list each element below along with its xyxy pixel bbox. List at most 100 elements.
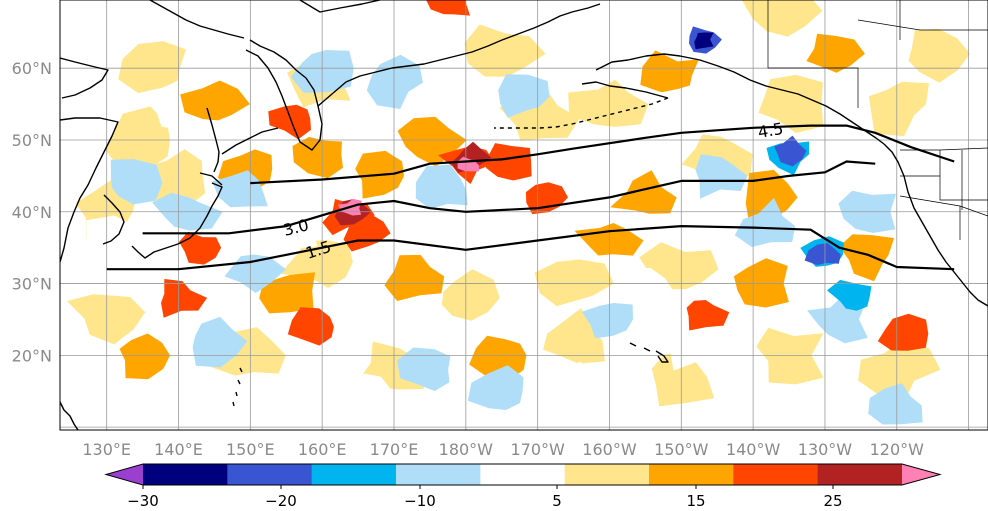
anomaly-patch xyxy=(695,154,748,199)
anomaly-patch xyxy=(610,170,677,214)
colorbar-swatches xyxy=(106,464,940,485)
anomaly-patch xyxy=(839,234,895,282)
anomaly-patch xyxy=(397,347,451,391)
asia-coastline xyxy=(60,57,119,263)
anomaly-patch xyxy=(71,215,146,280)
aleutian-islands xyxy=(494,97,669,129)
kamchatka-coastline xyxy=(245,39,323,151)
latitude-labels: 60°N 50°N 40°N 30°N 20°N xyxy=(12,59,52,365)
anomaly-patch xyxy=(180,80,250,121)
colorbar-tick-label: 5 xyxy=(552,492,562,510)
anomaly-patch xyxy=(161,279,208,318)
colorbar-swatch xyxy=(143,464,228,485)
colorbar-tick-label: 15 xyxy=(686,492,705,510)
longitude-labels: 130°E 140°E 150°E 160°E 170°E 180°W 170°W 160°W… xyxy=(82,440,924,459)
anomaly-patch xyxy=(467,365,524,410)
anomaly-patch xyxy=(110,159,163,205)
anomaly-patch xyxy=(651,350,715,407)
anomaly-patch xyxy=(192,316,248,368)
korea-coastline xyxy=(102,194,125,245)
canada-province-borders xyxy=(857,0,988,40)
north-america-coastline xyxy=(883,143,988,307)
longitude-label: 140°E xyxy=(154,440,203,459)
anomaly-patch xyxy=(741,0,823,37)
colorbar-swatch xyxy=(311,464,397,485)
anomaly-patch xyxy=(534,259,614,307)
latitude-label: 60°N xyxy=(12,59,52,78)
longitude-label: 130°E xyxy=(82,440,131,459)
anomaly-patch xyxy=(384,254,445,301)
anomaly-patch xyxy=(543,308,605,364)
colorbar-min-extend xyxy=(106,464,143,485)
colorbar-swatch xyxy=(227,464,313,485)
anomaly-patch xyxy=(734,197,796,247)
anomaly-patch xyxy=(536,361,605,421)
contour-1.5 xyxy=(106,225,955,271)
longitude-label: 130°W xyxy=(798,440,853,459)
japan-coastline xyxy=(131,172,223,259)
anomaly-patch xyxy=(66,294,146,345)
latitude-label: 20°N xyxy=(12,346,52,365)
colorbar-tick-label: 25 xyxy=(823,492,842,510)
latitude-label: 30°N xyxy=(12,275,52,294)
sakhalin-kurils xyxy=(206,107,279,173)
hawaii-islands xyxy=(629,342,669,363)
longitude-label: 170°W xyxy=(510,440,565,459)
anomaly-field xyxy=(66,0,976,425)
anomaly-patch xyxy=(212,170,268,208)
anomaly-patch xyxy=(252,198,318,252)
longitude-label: 140°W xyxy=(726,440,781,459)
anomaly-patch xyxy=(909,157,976,200)
anomaly-patch xyxy=(179,231,222,265)
colorbar-swatch xyxy=(817,464,903,485)
contour-4.5 xyxy=(250,124,955,185)
political-borders xyxy=(767,0,988,240)
alaska-canada-border xyxy=(767,0,859,108)
colorbar-max-extend xyxy=(902,464,940,485)
anomaly-patch xyxy=(568,79,649,127)
anomaly-patch xyxy=(574,223,644,256)
alaska-coastline xyxy=(581,53,885,145)
anomaly-patch xyxy=(146,149,206,208)
anomaly-patch xyxy=(804,243,841,265)
anomaly-patch xyxy=(498,74,550,118)
longitude-label: 180°W xyxy=(439,440,494,459)
anomaly-patch xyxy=(426,0,471,16)
anomaly-patch xyxy=(119,333,170,380)
philippines-coastline xyxy=(60,401,79,430)
anomaly-patch xyxy=(118,41,186,94)
jet-contours xyxy=(106,124,955,271)
longitude-label: 160°W xyxy=(582,440,637,459)
anomaly-patch xyxy=(486,143,532,181)
anomaly-patch xyxy=(774,135,807,167)
anomaly-patch xyxy=(733,258,789,308)
colorbar-tick-label: −20 xyxy=(265,492,297,510)
colorbar-tick-labels: −30 −20 −10 5 15 25 xyxy=(127,485,843,510)
anomaly-patch xyxy=(268,104,311,140)
map-frame xyxy=(59,0,988,431)
anomaly-patch xyxy=(827,279,872,311)
anomaly-patch xyxy=(868,383,923,425)
anomaly-patch xyxy=(210,327,286,376)
coastlines xyxy=(60,0,988,430)
map-panel: 4.53.01.5 60°N50°N40°N30°N20°N 130°E 140°… xyxy=(12,0,988,459)
anomaly-patch xyxy=(858,338,941,402)
longitude-label: 150°W xyxy=(654,440,709,459)
anomaly-patch xyxy=(259,272,315,314)
anomaly-patch xyxy=(745,169,798,223)
longitude-label: 150°E xyxy=(226,440,275,459)
siberia-coastline xyxy=(317,3,601,107)
colorbar-tick-label: −30 xyxy=(127,492,159,510)
anomaly-patch xyxy=(806,33,865,73)
gridlines xyxy=(60,0,988,430)
colorbar-swatch xyxy=(396,464,481,485)
longitude-label: 160°E xyxy=(298,440,347,459)
colorbar-swatch xyxy=(564,464,650,485)
longitude-label: 120°W xyxy=(870,440,925,459)
anomaly-patch xyxy=(669,319,729,371)
anomaly-patch xyxy=(758,74,824,133)
colorbar-swatch xyxy=(480,464,566,485)
us-state-borders xyxy=(899,150,988,240)
anomaly-patch xyxy=(415,164,468,210)
